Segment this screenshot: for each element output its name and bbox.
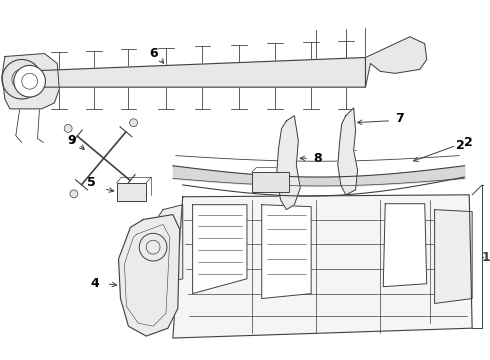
Text: 8: 8	[313, 152, 322, 165]
Polygon shape	[435, 210, 472, 303]
Text: 2: 2	[456, 139, 465, 152]
Polygon shape	[2, 54, 59, 109]
Circle shape	[135, 184, 143, 192]
Circle shape	[14, 66, 46, 97]
Polygon shape	[173, 195, 472, 338]
Polygon shape	[146, 205, 183, 284]
Text: 6: 6	[149, 47, 157, 60]
Circle shape	[130, 119, 138, 127]
Polygon shape	[119, 215, 180, 336]
Polygon shape	[193, 205, 247, 294]
Text: 1: 1	[482, 251, 490, 264]
Circle shape	[70, 190, 78, 198]
Polygon shape	[338, 108, 358, 195]
Text: 7: 7	[395, 112, 404, 125]
Text: 4: 4	[90, 277, 99, 290]
Polygon shape	[276, 116, 300, 210]
Polygon shape	[20, 58, 366, 87]
Text: 3: 3	[220, 172, 229, 185]
Polygon shape	[383, 204, 427, 287]
Polygon shape	[262, 205, 311, 298]
Bar	[252, 172, 290, 192]
Bar	[117, 183, 146, 201]
Polygon shape	[366, 37, 427, 87]
Text: 2: 2	[464, 136, 473, 149]
Circle shape	[64, 125, 72, 132]
Text: 5: 5	[87, 176, 96, 189]
Circle shape	[2, 59, 42, 99]
Text: 9: 9	[68, 134, 76, 147]
